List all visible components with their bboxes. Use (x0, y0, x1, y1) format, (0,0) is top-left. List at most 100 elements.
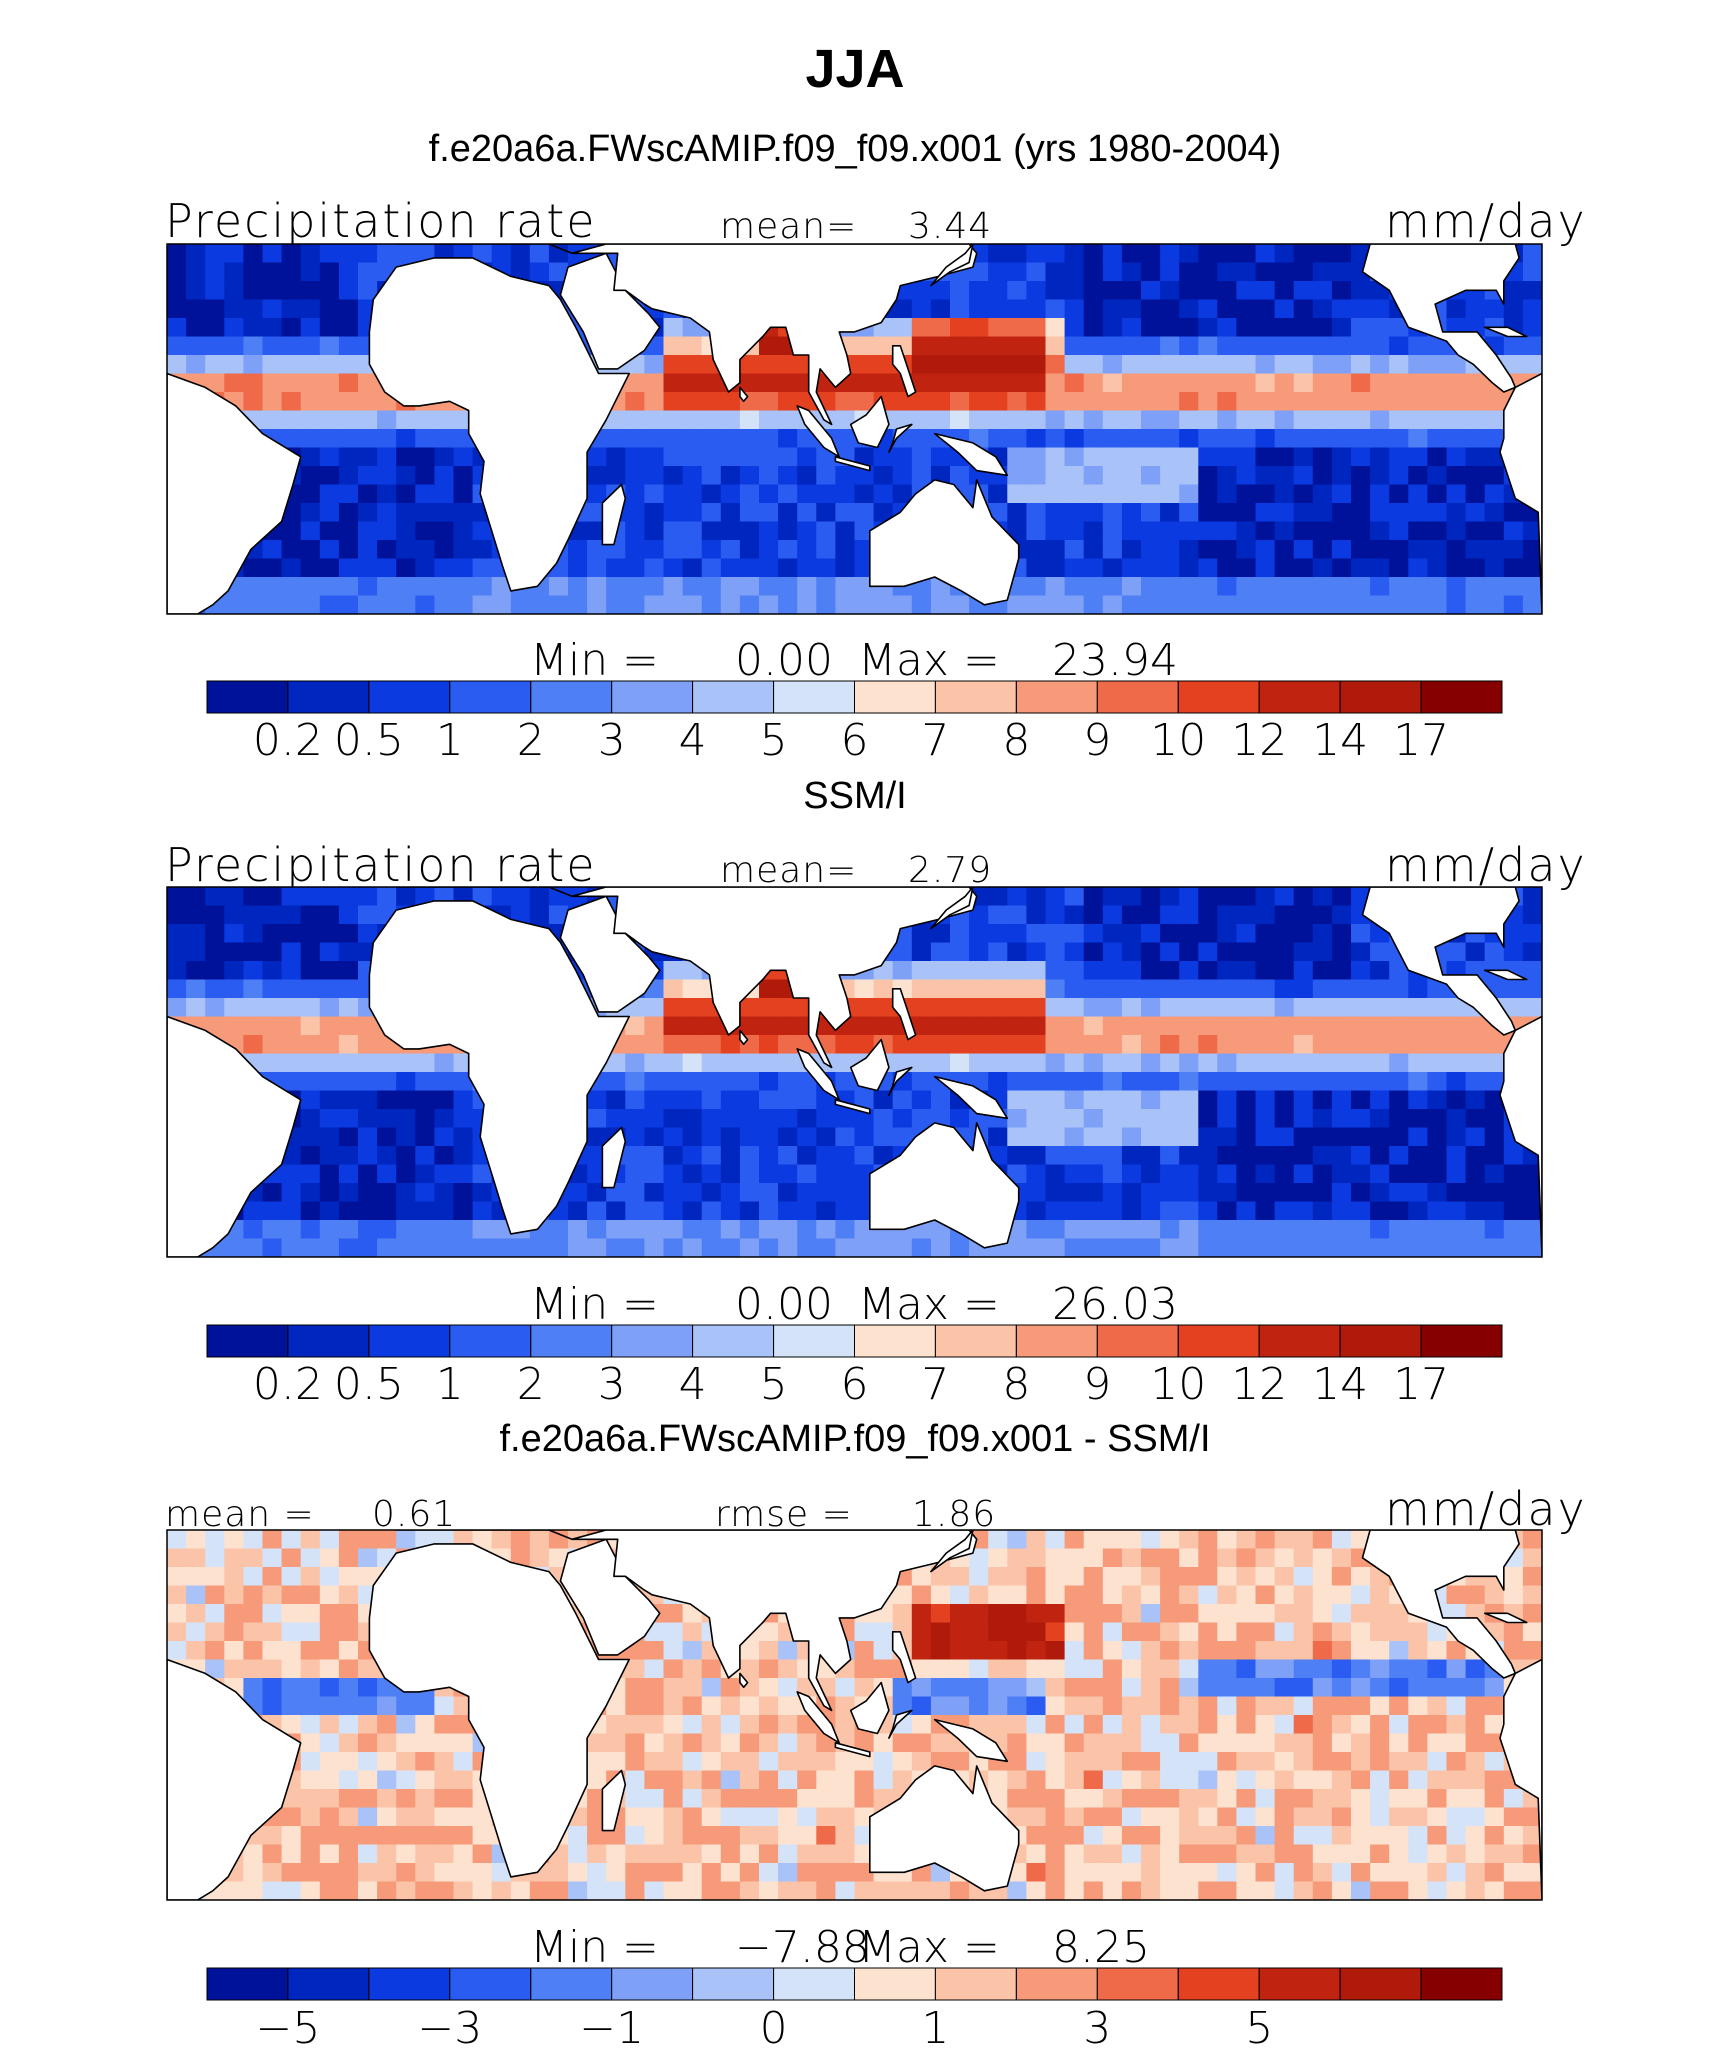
field-cell (1160, 1072, 1180, 1092)
field-cell (1255, 595, 1276, 614)
field-cell (1179, 1201, 1199, 1221)
field-cell (1141, 429, 1161, 449)
field-cell (415, 1238, 435, 1257)
field-cell (1217, 1807, 1237, 1827)
field-cell (1370, 1109, 1390, 1129)
field-cell (1446, 299, 1467, 319)
field-cell (778, 1220, 798, 1240)
field-cell (1465, 1146, 1486, 1166)
field-cell (988, 979, 1008, 999)
field-cell (988, 1035, 1008, 1055)
field-cell (1179, 1127, 1199, 1147)
field-cell (1160, 244, 1180, 264)
field-cell (1351, 1604, 1371, 1624)
field-cell (262, 924, 283, 944)
field-cell (759, 1881, 779, 1900)
field-cell (1102, 1678, 1123, 1698)
field-cell (1179, 1881, 1199, 1900)
field-cell (548, 244, 569, 264)
field-cell (548, 905, 569, 925)
field-cell (1427, 1201, 1448, 1221)
field-cell (1007, 1770, 1027, 1790)
field-cell (1179, 1604, 1199, 1624)
field-cell (969, 1678, 989, 1698)
field-cell (300, 905, 321, 925)
field-cell (1331, 484, 1352, 504)
field-cell (930, 1881, 951, 1900)
field-cell (243, 1035, 264, 1055)
field-cell (1198, 1090, 1218, 1110)
field-cell (778, 1127, 798, 1147)
field-cell (224, 961, 244, 981)
field-cell (663, 1072, 684, 1092)
field-cell (1408, 1696, 1428, 1716)
field-cell (1064, 1016, 1085, 1036)
land-madagascar (601, 1769, 627, 1832)
field-cell (1331, 1585, 1352, 1605)
field-cell (224, 244, 244, 264)
field-cell (1198, 1238, 1218, 1257)
field-cell (835, 1678, 856, 1698)
field-cell (1408, 1789, 1428, 1809)
land-arabia (559, 1538, 661, 1656)
field-cell (415, 503, 435, 523)
field-cell (415, 1844, 435, 1864)
field-cell (873, 1881, 894, 1900)
field-cell (682, 1678, 703, 1698)
field-cell (1121, 1053, 1142, 1073)
field-cell (1179, 905, 1199, 925)
field-cell (1236, 1789, 1257, 1809)
field-cell (1179, 1109, 1199, 1129)
field-cell (720, 1696, 741, 1716)
field-cell (988, 924, 1008, 944)
field-cell (1217, 262, 1237, 282)
field-cell (988, 961, 1008, 981)
field-cell (988, 1567, 1008, 1587)
field-cell (396, 1844, 416, 1864)
field-cell (262, 1826, 283, 1846)
field-cell (472, 1238, 493, 1257)
land-sulawesi (888, 1709, 913, 1739)
land-australia (868, 1765, 1020, 1892)
field-cell (1217, 905, 1237, 925)
field-cell (606, 595, 626, 614)
field-cell (338, 1530, 359, 1550)
field-cell (453, 540, 474, 560)
field-cell (1312, 392, 1333, 412)
field-cell (434, 503, 455, 523)
field-cell (1160, 1164, 1180, 1184)
field-cell (1102, 905, 1123, 925)
field-cell (1236, 355, 1257, 375)
field-cell (1236, 1807, 1257, 1827)
field-cell (988, 1053, 1008, 1073)
field-cell (434, 1072, 455, 1092)
field-cell (1503, 540, 1524, 560)
field-cell (281, 355, 302, 375)
field-cell (911, 355, 932, 375)
field-cell (1408, 1733, 1428, 1753)
field-cell (1045, 1678, 1066, 1698)
field-cell (415, 1220, 435, 1240)
field-cell (1389, 1678, 1409, 1698)
colorbar-swatch (1258, 680, 1341, 714)
field-cell (1293, 1053, 1314, 1073)
field-cell (167, 961, 187, 981)
panel2-max-value: 26.03 (1052, 1279, 1178, 1330)
field-cell (319, 1807, 340, 1827)
field-cell (1331, 281, 1352, 301)
field-cell (1160, 355, 1180, 375)
field-cell (1217, 1678, 1237, 1698)
panel3-frame (166, 1529, 1543, 1901)
field-cell (262, 1863, 283, 1883)
field-cell (300, 1826, 321, 1846)
field-cell (739, 1201, 760, 1221)
field-cell (911, 1585, 932, 1605)
field-cell (835, 1844, 856, 1864)
field-cell (377, 484, 397, 504)
field-cell (1370, 1807, 1390, 1827)
field-cell (739, 1090, 760, 1110)
field-cell (1465, 595, 1486, 614)
field-cell (1102, 484, 1123, 504)
field-cell (338, 905, 359, 925)
field-cell (300, 998, 321, 1018)
